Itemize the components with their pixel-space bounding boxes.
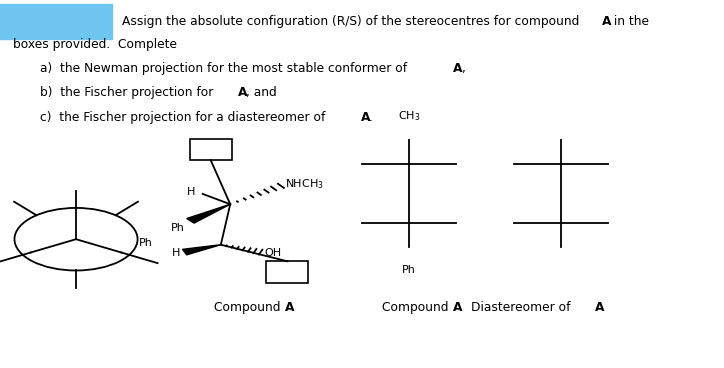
Text: Assign the absolute configuration (R/S) of the stereocentres for compound: Assign the absolute configuration (R/S) … bbox=[122, 15, 583, 28]
Polygon shape bbox=[187, 204, 230, 223]
Text: .: . bbox=[369, 110, 373, 124]
Text: H: H bbox=[187, 187, 195, 197]
Text: H: H bbox=[172, 248, 180, 258]
Bar bbox=[0, 4, 112, 39]
Text: Ph: Ph bbox=[171, 223, 185, 233]
Text: OH: OH bbox=[264, 248, 282, 258]
Text: Ph: Ph bbox=[139, 238, 153, 248]
Text: Compound: Compound bbox=[382, 301, 452, 314]
Bar bbox=[190, 139, 232, 160]
Text: A: A bbox=[237, 86, 247, 99]
Text: ,: , bbox=[461, 62, 465, 75]
Polygon shape bbox=[182, 245, 221, 255]
Text: c)  the Fischer projection for a diastereomer of: c) the Fischer projection for a diastere… bbox=[40, 110, 329, 124]
Text: A: A bbox=[453, 301, 463, 314]
Text: Compound: Compound bbox=[214, 301, 284, 314]
Text: a)  the Newman projection for the most stable conformer of: a) the Newman projection for the most st… bbox=[40, 62, 411, 75]
Text: , and: , and bbox=[246, 86, 277, 99]
Text: b)  the Fischer projection for: b) the Fischer projection for bbox=[40, 86, 217, 99]
Text: in the: in the bbox=[610, 15, 649, 28]
Text: Diastereomer of: Diastereomer of bbox=[471, 301, 574, 314]
Text: boxes provided.  Complete: boxes provided. Complete bbox=[13, 38, 177, 52]
Text: A: A bbox=[285, 301, 294, 314]
Text: NHCH$_3$: NHCH$_3$ bbox=[285, 177, 324, 191]
Text: Ph: Ph bbox=[402, 265, 416, 276]
Text: A: A bbox=[361, 110, 370, 124]
Text: CH$_3$: CH$_3$ bbox=[397, 109, 421, 123]
Text: A: A bbox=[602, 15, 611, 28]
Text: A: A bbox=[453, 62, 463, 75]
Text: A: A bbox=[595, 301, 605, 314]
Bar bbox=[266, 261, 308, 283]
